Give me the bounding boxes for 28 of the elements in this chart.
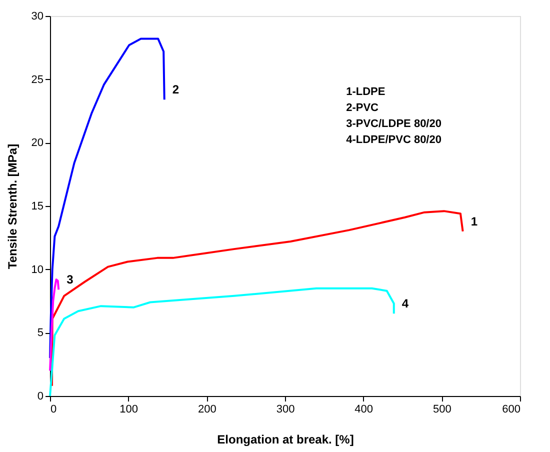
annotation: 2-PVC: [346, 102, 379, 114]
x-tick-label: 200: [198, 404, 216, 416]
annotation: 3-PVC/LDPE 80/20: [346, 118, 442, 130]
annotation: 1-LDPE: [346, 86, 386, 98]
y-tick-label: 10: [31, 264, 44, 276]
x-axis-title: Elongation at break. [%]: [217, 432, 354, 446]
y-tick-label: 5: [37, 327, 44, 340]
y-tick-label: 30: [31, 10, 44, 22]
line-series: [49, 278, 60, 372]
series-label: 3: [66, 272, 74, 287]
y-tick-label: 15: [31, 200, 44, 212]
y-axis-title: Tensile Strenth. [MPa]: [5, 144, 20, 270]
series-label: 2: [172, 82, 180, 97]
series-label: 4: [402, 296, 409, 311]
y-tick-label: 0: [37, 390, 44, 402]
line-series: [50, 210, 464, 387]
x-tick-label: 0: [50, 404, 57, 416]
series-label: 1: [470, 214, 478, 228]
y-tick-label: 25: [31, 74, 44, 86]
annotation: 4-LDPE/PVC 80/20: [346, 134, 442, 146]
x-tick-label: 100: [120, 404, 138, 416]
x-tick-label: 500: [432, 404, 452, 416]
line-series: [49, 38, 166, 359]
y-tick-label: 20: [31, 137, 44, 150]
x-tick-label: 400: [354, 404, 374, 416]
x-tick-label: 300: [276, 404, 295, 416]
line-series: [49, 287, 395, 397]
x-tick-label: 600: [502, 404, 520, 416]
